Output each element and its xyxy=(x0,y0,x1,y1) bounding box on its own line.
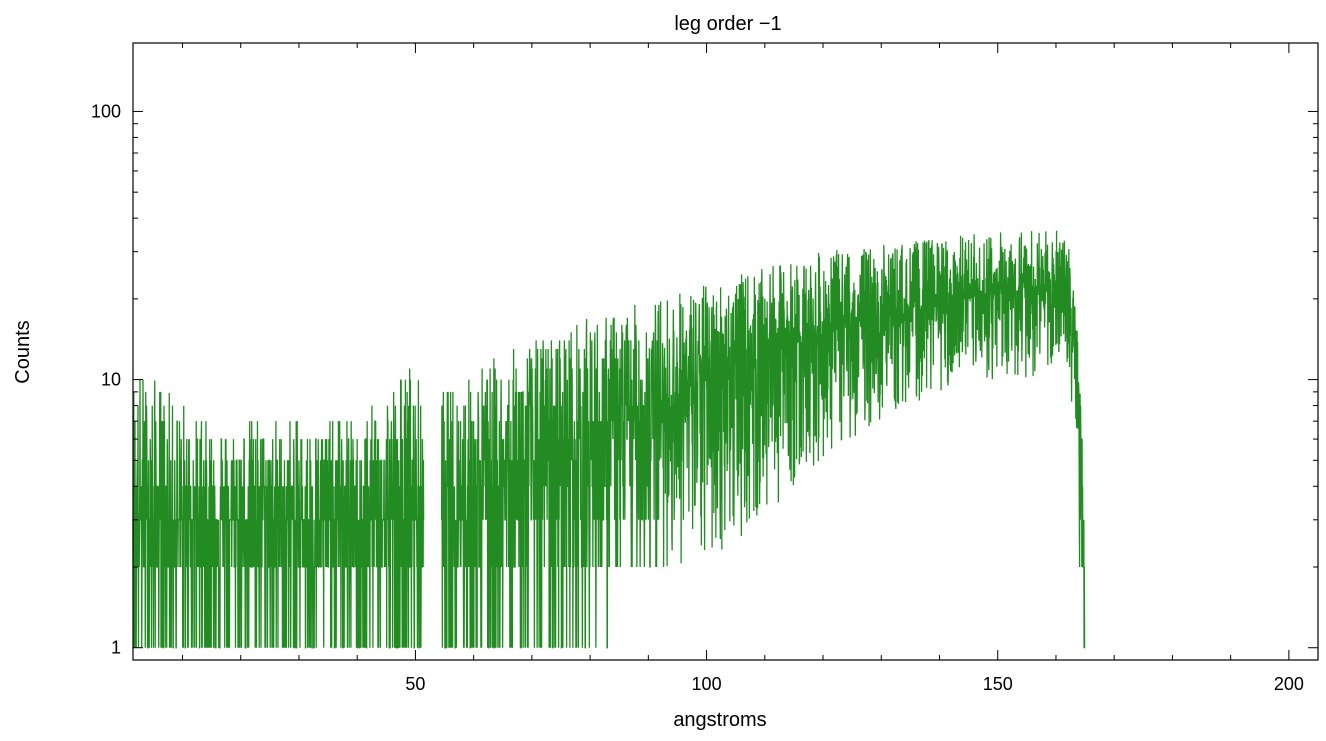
y-tick-label: 1 xyxy=(111,638,121,658)
x-tick-label: 50 xyxy=(405,674,425,694)
x-tick-label: 150 xyxy=(983,674,1013,694)
y-axis-label: Counts xyxy=(12,320,34,383)
spectrum-line xyxy=(440,230,1086,649)
x-tick-label: 100 xyxy=(692,674,722,694)
y-tick-label: 10 xyxy=(101,370,121,390)
y-axis: 1 10 100 xyxy=(91,101,1318,658)
chart-title: leg order −1 xyxy=(674,13,781,35)
spectrum-line xyxy=(132,368,425,649)
x-tick-label: 200 xyxy=(1274,674,1304,694)
series-group xyxy=(132,230,1086,649)
x-axis: 50 100 150 200 xyxy=(181,43,1304,694)
y-tick-label: 100 xyxy=(91,101,121,121)
plot-frame xyxy=(132,42,1319,661)
x-axis-label: angstroms xyxy=(673,709,766,731)
